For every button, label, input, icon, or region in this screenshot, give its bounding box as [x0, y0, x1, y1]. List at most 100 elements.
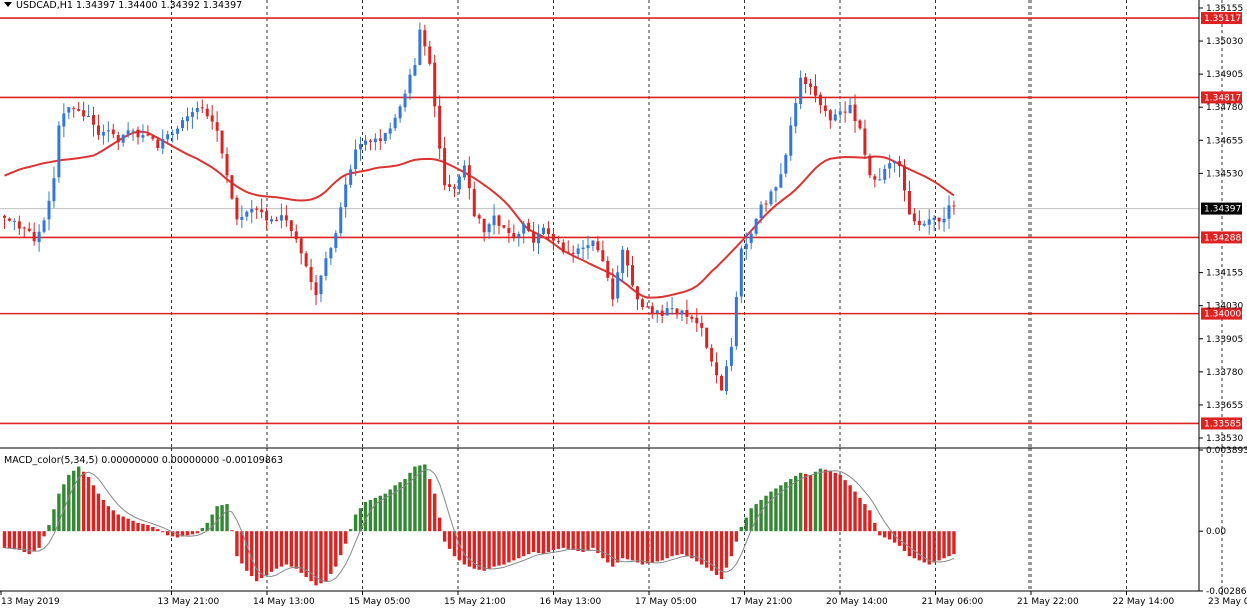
macd-bar	[571, 531, 575, 550]
macd-bar	[314, 531, 318, 586]
candle-body	[215, 122, 219, 131]
candle-body	[873, 176, 877, 180]
candle-body	[487, 224, 491, 233]
macd-bar	[76, 466, 81, 532]
candle-body	[260, 209, 264, 213]
macd-bar	[887, 531, 892, 540]
macd-bar	[254, 531, 259, 582]
candle-body	[12, 220, 16, 222]
macd-bar	[294, 531, 298, 569]
candle-body	[695, 317, 699, 324]
macd-bar	[952, 531, 956, 555]
macd-bar	[437, 517, 442, 532]
macd-bar	[566, 531, 570, 549]
macd-bar	[210, 514, 214, 532]
candle-body	[67, 107, 71, 113]
candle-body	[883, 168, 887, 180]
macd-bar	[868, 510, 872, 532]
candle-body	[804, 77, 808, 84]
candle-body	[101, 131, 105, 136]
macd-bar	[492, 531, 496, 567]
candle-body	[171, 133, 175, 135]
macd-bar	[873, 522, 877, 532]
candle-body	[354, 149, 358, 170]
candle-body	[329, 248, 333, 259]
candle-body	[606, 261, 610, 278]
collapse-triangle-icon[interactable]	[4, 2, 12, 7]
macd-bar	[685, 531, 689, 557]
vertical-grid	[171, 0, 1223, 591]
macd-bar	[161, 531, 165, 533]
macd-bar	[472, 531, 476, 569]
candle-body	[626, 250, 630, 266]
macd-bar	[339, 531, 343, 556]
macd-bar	[813, 471, 818, 532]
time-label: 22 May 14:00	[1113, 597, 1175, 607]
macd-bar	[645, 531, 650, 564]
candle-body	[418, 29, 422, 65]
candle-body	[843, 111, 847, 113]
candle-body	[245, 211, 249, 217]
candle-body	[621, 249, 625, 274]
candle-body	[225, 154, 229, 176]
macd-bar	[284, 531, 289, 565]
candle-body	[571, 252, 575, 254]
candle-body	[289, 220, 293, 232]
candle-body	[640, 299, 644, 308]
horizontal-levels[interactable]: 1.35117 1.34817 1.34288 1.34000 1.33585 1.343…	[0, 12, 1242, 430]
candle-body	[37, 231, 41, 243]
candle-body	[789, 125, 793, 156]
candle-body	[853, 104, 857, 122]
candle-body	[685, 310, 689, 317]
time-label: 21 May 06:00	[922, 597, 984, 607]
macd-bar	[225, 504, 229, 532]
macd-bar	[106, 506, 111, 532]
macd-bar	[408, 472, 412, 532]
level-price-tag	[1201, 417, 1242, 430]
macd-bar	[863, 504, 867, 532]
candle-body	[393, 117, 397, 129]
candle-body	[932, 217, 936, 220]
macd-bar	[818, 468, 823, 532]
candle-body	[96, 125, 100, 135]
candle-body	[631, 265, 635, 286]
macd-bar	[833, 472, 837, 532]
macd-bar	[240, 531, 244, 564]
macd-signal-line	[4, 469, 955, 583]
candle-body	[428, 46, 432, 64]
macd-bar	[675, 531, 679, 556]
macd-bar	[373, 497, 378, 532]
candle-body	[373, 138, 377, 143]
macd-bar	[729, 531, 734, 557]
macd-bar	[823, 469, 828, 532]
candle-body	[27, 228, 31, 232]
macd-bar	[324, 531, 328, 582]
macd-bar	[27, 531, 31, 555]
candle-body	[497, 215, 501, 226]
macd-bar	[37, 531, 41, 548]
macd-bar	[235, 531, 239, 557]
candle-body	[947, 205, 951, 219]
macd-bar	[195, 531, 200, 534]
macd-bar	[2, 531, 7, 548]
candle-body	[423, 30, 427, 47]
candle-body	[7, 218, 11, 221]
candle-body	[863, 128, 867, 155]
macd-bar	[126, 518, 130, 532]
level-price-tag	[1201, 91, 1242, 104]
candle-body	[176, 128, 180, 134]
candle-body	[784, 154, 788, 174]
price-tick-label: 1.35030	[1206, 37, 1243, 47]
candle-body	[92, 115, 96, 125]
candle-body	[611, 278, 615, 300]
macd-bar	[512, 531, 516, 561]
macd-bar	[467, 531, 472, 567]
macd-bar	[798, 472, 803, 532]
candle-body	[408, 74, 412, 94]
macd-bar	[111, 510, 115, 532]
macd-bar	[640, 531, 645, 565]
candle-body	[309, 266, 313, 283]
macd-bar	[462, 531, 467, 565]
candle-body	[151, 136, 155, 139]
